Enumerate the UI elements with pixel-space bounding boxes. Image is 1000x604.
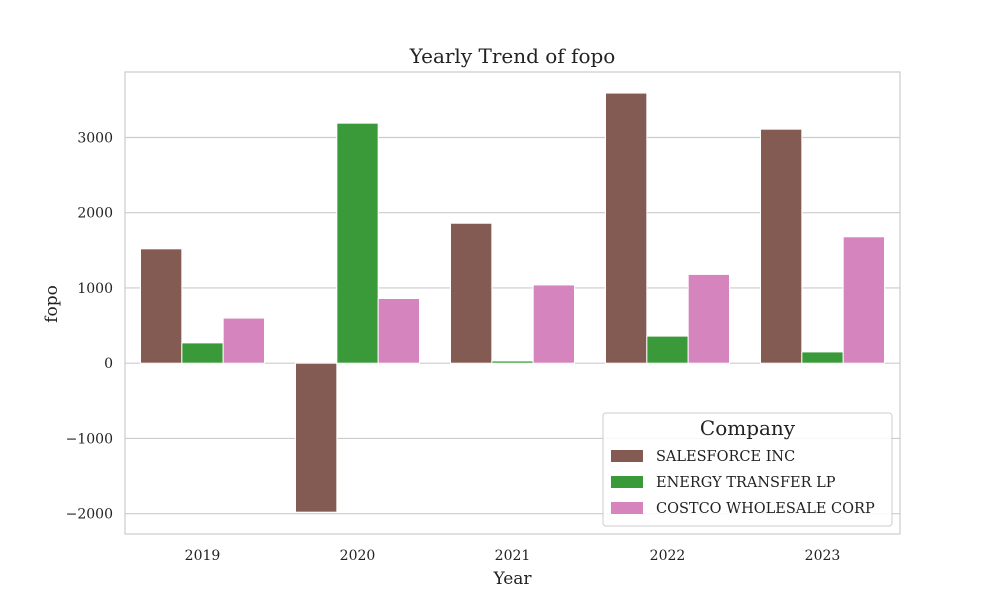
legend: Company SALESFORCE INC ENERGY TRANSFER L… xyxy=(602,412,893,527)
x-tick-labels: 2019 2020 2021 2022 2023 xyxy=(185,548,841,564)
bar-salesforce-inc-2020 xyxy=(295,362,338,513)
x-tick-label: 2019 xyxy=(185,548,221,564)
bar-energy-transfer-lp-2020 xyxy=(336,122,379,364)
y-axis-label: fopo xyxy=(42,285,62,323)
bar-energy-transfer-lp-2021 xyxy=(491,360,534,364)
y-tick-label: 1000 xyxy=(77,281,113,297)
legend-label-energy-transfer: ENERGY TRANSFER LP xyxy=(656,475,836,491)
bar-costco-wholesale-corp-2020 xyxy=(377,297,420,364)
legend-label-salesforce: SALESFORCE INC xyxy=(656,449,795,465)
y-tick-label: −2000 xyxy=(66,507,113,523)
bar-salesforce-inc-2023 xyxy=(760,128,803,364)
bar-salesforce-inc-2022 xyxy=(605,92,648,364)
y-tick-label: 0 xyxy=(104,356,113,372)
y-tick-label: −1000 xyxy=(66,431,113,447)
y-tick-label: 3000 xyxy=(77,130,113,146)
legend-label-costco: COSTCO WHOLESALE CORP xyxy=(656,501,875,517)
y-tick-labels: −2000 −1000 0 1000 2000 3000 xyxy=(66,130,113,522)
x-tick-label: 2022 xyxy=(650,548,686,564)
legend-swatch-costco xyxy=(611,502,643,514)
x-tick-label: 2021 xyxy=(495,548,531,564)
legend-frame xyxy=(602,412,893,527)
bar-salesforce-inc-2019 xyxy=(140,248,183,364)
x-axis-label: Year xyxy=(492,569,532,589)
plot-frame xyxy=(124,71,901,535)
y-tick-label: 2000 xyxy=(77,206,113,222)
bar-salesforce-inc-2021 xyxy=(450,222,493,364)
bars xyxy=(140,92,886,513)
bar-costco-wholesale-corp-2021 xyxy=(532,284,576,364)
legend-title: Company xyxy=(700,416,796,440)
bar-costco-wholesale-corp-2023 xyxy=(842,236,886,364)
legend-swatch-energy-transfer xyxy=(611,476,643,488)
bar-energy-transfer-lp-2023 xyxy=(801,351,844,364)
bar-energy-transfer-lp-2019 xyxy=(181,342,224,364)
x-tick-label: 2020 xyxy=(340,548,376,564)
bar-energy-transfer-lp-2022 xyxy=(646,335,689,364)
bar-costco-wholesale-corp-2019 xyxy=(222,317,266,364)
x-tick-label: 2023 xyxy=(805,548,841,564)
bar-costco-wholesale-corp-2022 xyxy=(687,273,731,364)
legend-swatch-salesforce xyxy=(611,450,643,462)
chart-title: Yearly Trend of fopo xyxy=(409,44,616,68)
